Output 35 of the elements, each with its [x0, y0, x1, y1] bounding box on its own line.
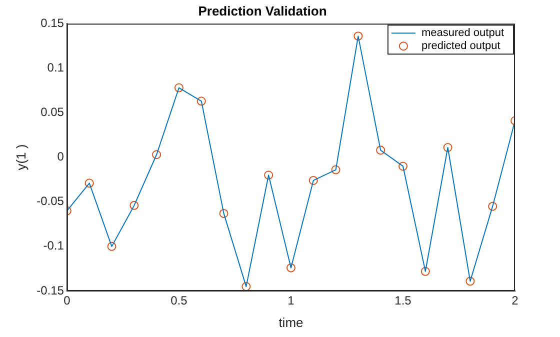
point	[196, 96, 206, 106]
point	[420, 266, 430, 276]
y-tick-label: 0.1	[47, 60, 64, 74]
y-tick-label: 0.05	[40, 105, 64, 120]
point	[174, 83, 184, 92]
x-tick-label: 1.5	[394, 294, 412, 308]
point	[264, 170, 274, 180]
point	[286, 263, 296, 272]
x-tick-label: 1	[288, 294, 295, 308]
point	[354, 32, 363, 41]
point	[331, 165, 340, 174]
y-axis-title: y(1 )	[13, 144, 28, 170]
x-axis-title: time	[278, 314, 304, 330]
y-tick-label: -0.1	[43, 238, 64, 253]
point	[242, 282, 251, 291]
y-tick-label: -0.05	[36, 194, 64, 208]
point	[107, 242, 116, 251]
point	[443, 142, 452, 152]
legend-label: predicted output	[421, 40, 500, 52]
chart-title: Prediction Validation	[198, 3, 327, 18]
point	[466, 276, 475, 286]
point	[152, 150, 162, 160]
point	[376, 146, 386, 155]
legend-label: measured output	[421, 27, 504, 40]
x-tick-label: 2	[512, 294, 519, 308]
point	[488, 202, 498, 211]
point	[398, 162, 408, 171]
point	[308, 176, 318, 185]
y-tick-label: 0	[57, 150, 64, 164]
point	[84, 178, 94, 188]
x-tick-label: 0.5	[170, 294, 188, 308]
point	[219, 208, 228, 218]
point	[130, 200, 139, 210]
y-tick-label: -0.15	[36, 283, 64, 298]
y-tick-label: 0.15	[40, 16, 64, 30]
